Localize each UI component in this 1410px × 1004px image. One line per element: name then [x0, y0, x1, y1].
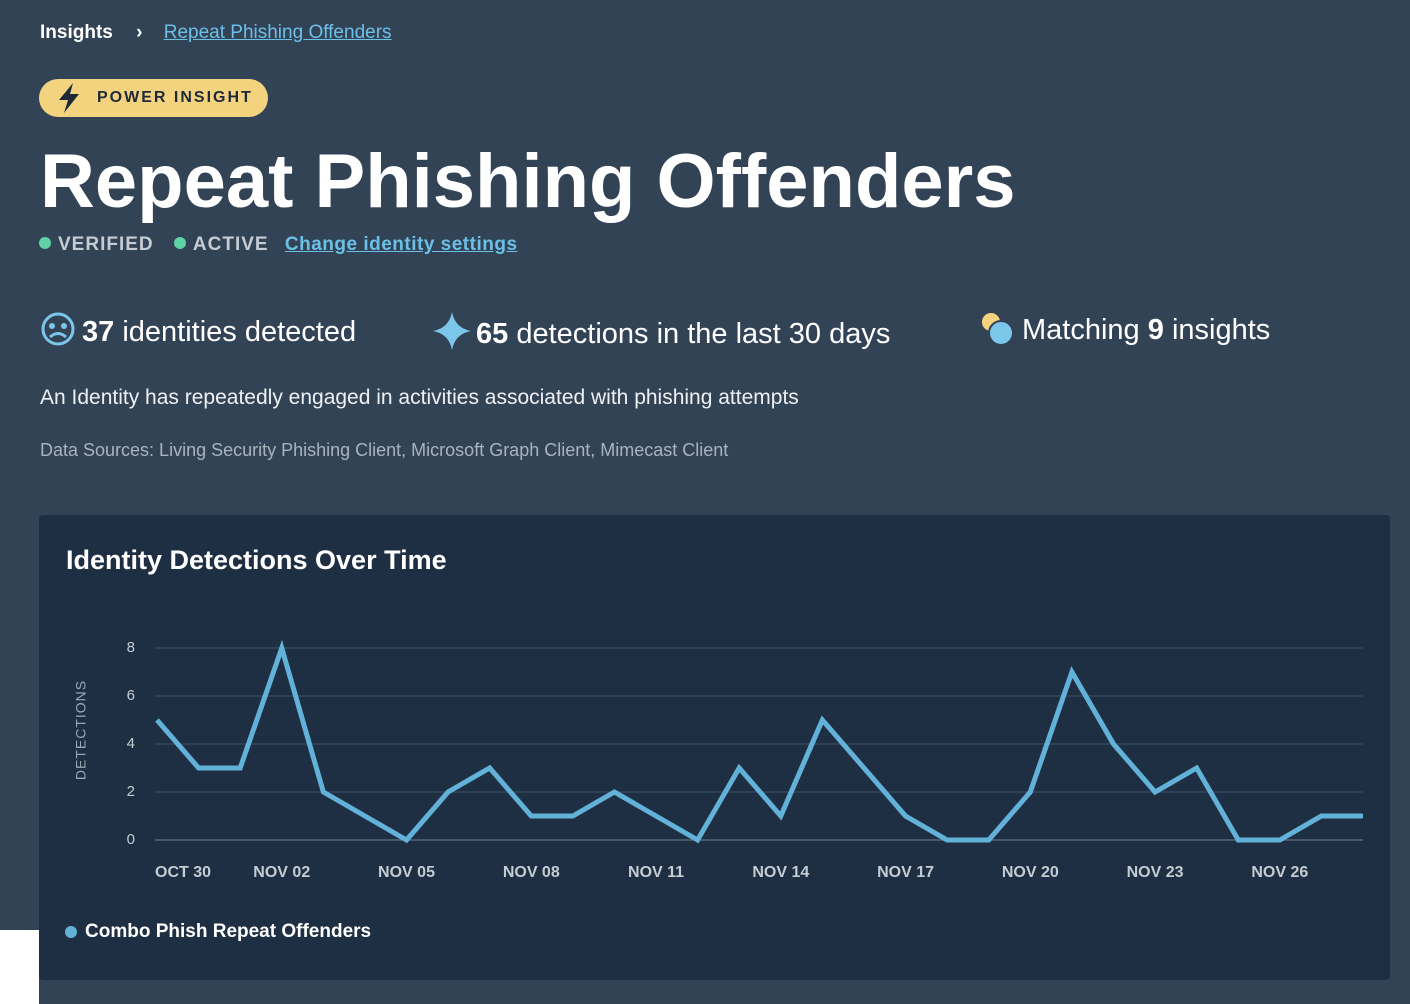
x-tick-label: NOV 17: [877, 864, 934, 881]
insights-icon: [982, 313, 1014, 346]
status-dot: [173, 237, 186, 249]
stat-text: detections in the last 30 days: [516, 318, 891, 350]
x-tick-label: NOV 05: [378, 864, 435, 881]
stat-prefix: Matching: [1022, 314, 1140, 346]
power-badge: POWER INSIGHT: [39, 79, 268, 117]
breadcrumb-parent[interactable]: Insights: [40, 22, 113, 43]
stat-value: 37: [82, 316, 115, 348]
breadcrumb-current[interactable]: Repeat Phishing Offenders: [163, 22, 392, 43]
y-tick-label: 4: [127, 735, 135, 752]
x-tick-label: OCT 30: [155, 864, 211, 881]
y-tick-label: 8: [127, 639, 135, 656]
stat-insights: Matching 9 insights: [980, 311, 1270, 347]
chart: Identity Detections Over Time DETECTIONS…: [65, 545, 1363, 942]
x-tick-label: NOV 14: [752, 864, 809, 881]
legend-label: Combo Phish Repeat Offenders: [85, 921, 371, 942]
status-active: ACTIVE: [192, 234, 269, 255]
x-tick-label: NOV 11: [628, 864, 684, 881]
stat-identities: 37 identities detected: [40, 311, 356, 349]
x-tick-label: NOV 26: [1251, 864, 1308, 881]
y-tick-label: 2: [127, 783, 135, 800]
y-tick-label: 6: [127, 687, 135, 704]
x-tick-label: NOV 23: [1127, 864, 1184, 881]
page-corner: [0, 930, 39, 1004]
legend-swatch: [65, 926, 77, 938]
x-tick-label: NOV 20: [1002, 864, 1059, 881]
status-row: VERIFIED ACTIVE Change identity settings: [39, 234, 518, 256]
y-tick-label: 0: [127, 831, 135, 848]
stat-detections: 65 detections in the last 30 days: [432, 311, 890, 351]
stat-value: 65: [476, 318, 509, 350]
x-tick-label: NOV 08: [503, 864, 560, 881]
settings-link[interactable]: Change identity settings: [284, 234, 518, 255]
stat-text: insights: [1171, 314, 1271, 346]
data-sources: Data Sources: Living Security Phishing C…: [40, 440, 729, 460]
breadcrumb-separator: ›: [136, 22, 143, 43]
lightning-icon: [59, 83, 79, 113]
status-verified: VERIFIED: [58, 234, 154, 255]
breadcrumb: Insights › Repeat Phishing Offenders: [40, 22, 392, 44]
chart-title: Identity Detections Over Time: [66, 545, 447, 575]
identity-icon: [41, 312, 75, 346]
stat-text: identities detected: [122, 316, 357, 348]
description: An Identity has repeatedly engaged in ac…: [40, 386, 799, 409]
badge-text: POWER INSIGHT: [97, 89, 253, 106]
status-dot: [39, 237, 51, 249]
page-title: Repeat Phishing Offenders: [40, 139, 1016, 224]
chart-card: Identity Detections Over Time DETECTIONS…: [39, 515, 1390, 980]
x-tick-label: NOV 02: [253, 864, 310, 881]
data-line: [155, 639, 1363, 844]
stat-value: 9: [1147, 314, 1164, 346]
y-axis-label: DETECTIONS: [73, 680, 89, 780]
sparkle-icon: [433, 312, 471, 350]
